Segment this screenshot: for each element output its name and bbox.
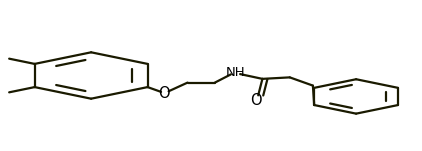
Text: O: O (159, 86, 170, 101)
Text: NH: NH (225, 66, 245, 79)
Text: O: O (250, 93, 262, 108)
